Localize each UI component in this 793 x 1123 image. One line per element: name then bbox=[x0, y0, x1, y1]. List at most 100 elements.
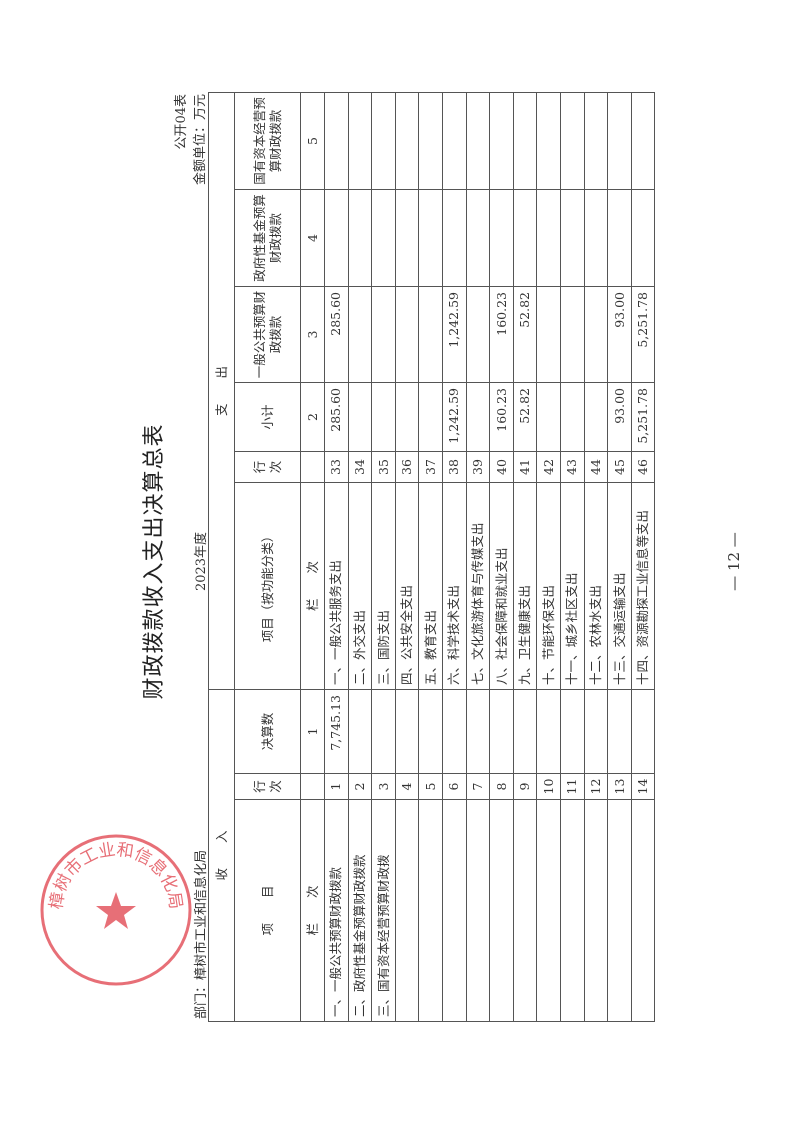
general-budget-amount bbox=[560, 286, 585, 383]
col-income-item: 项 目 bbox=[234, 799, 301, 1022]
income-amount bbox=[489, 689, 514, 774]
column-index-4: 4 bbox=[300, 189, 325, 287]
gov-fund-amount bbox=[395, 189, 419, 287]
income-amount bbox=[395, 689, 419, 774]
expense-section-header: 支 出 bbox=[208, 92, 235, 690]
income-item: 三、国有资本经营预算财政拨 bbox=[371, 799, 396, 1022]
income-row-no: 11 bbox=[560, 773, 585, 800]
expense-item: 十三、交通运输支出 bbox=[607, 482, 632, 690]
gov-fund-amount bbox=[584, 189, 608, 287]
income-amount bbox=[536, 689, 561, 774]
income-item bbox=[631, 799, 655, 1022]
state-capital-amount bbox=[607, 92, 632, 190]
amount-unit: 金额单位：万元 bbox=[193, 94, 208, 186]
income-amount bbox=[348, 689, 372, 774]
income-item bbox=[418, 799, 443, 1022]
state-capital-amount bbox=[348, 92, 372, 190]
col-general-budget: 一般公共预算财政拨款 bbox=[234, 286, 301, 383]
general-budget-amount: 93.00 bbox=[607, 286, 632, 383]
expense-row-no: 41 bbox=[513, 451, 537, 483]
expense-item: 十一、城乡社区支出 bbox=[560, 482, 585, 690]
income-row-no: 12 bbox=[584, 773, 608, 800]
expense-row-no: 35 bbox=[371, 451, 396, 483]
expense-item: 六、科学技术支出 bbox=[442, 482, 467, 690]
income-amount bbox=[466, 689, 490, 774]
col-expense-item: 项目（按功能分类） bbox=[234, 482, 301, 690]
income-row-no: 1 bbox=[324, 773, 349, 800]
general-budget-amount bbox=[418, 286, 443, 383]
column-index-5: 5 bbox=[300, 92, 325, 190]
expense-row-no: 36 bbox=[395, 451, 419, 483]
subtotal bbox=[395, 382, 419, 452]
general-budget-amount: 5,251.78 bbox=[631, 286, 655, 383]
table-row: 5 五、教育支出 37 bbox=[418, 92, 443, 1022]
subtotal: 5,251.78 bbox=[631, 382, 655, 452]
expense-row-no: 43 bbox=[560, 451, 585, 483]
income-item bbox=[489, 799, 514, 1022]
table-row: 8 八、社会保障和就业支出 40 160.23 160.23 bbox=[489, 92, 514, 1022]
income-item: 二、政府性基金预算财政拨款 bbox=[348, 799, 372, 1022]
income-item bbox=[560, 799, 585, 1022]
column-index-1: 1 bbox=[300, 689, 325, 774]
subtotal: 93.00 bbox=[607, 382, 632, 452]
subtotal bbox=[560, 382, 585, 452]
income-section-header: 收 入 bbox=[208, 689, 235, 1022]
income-item bbox=[395, 799, 419, 1022]
general-budget-amount: 285.60 bbox=[324, 286, 349, 383]
official-seal: 樟树市工业和信息化局 bbox=[40, 834, 192, 986]
gov-fund-amount bbox=[536, 189, 561, 287]
general-budget-amount bbox=[348, 286, 372, 383]
table-row: 13 十三、交通运输支出 45 93.00 93.00 bbox=[607, 92, 632, 1022]
income-row-no: 13 bbox=[607, 773, 632, 800]
income-item bbox=[584, 799, 608, 1022]
income-item bbox=[607, 799, 632, 1022]
income-row-no: 9 bbox=[513, 773, 537, 800]
gov-fund-amount bbox=[466, 189, 490, 287]
expense-row-no: 38 bbox=[442, 451, 467, 483]
table-row: 12 十二、农林水支出 44 bbox=[584, 92, 608, 1022]
department: 部门：樟树市工业和信息化局 bbox=[194, 849, 209, 1019]
col-expense-row-no: 行次 bbox=[234, 451, 301, 483]
gov-fund-amount bbox=[631, 189, 655, 287]
state-capital-amount bbox=[371, 92, 396, 190]
state-capital-amount bbox=[536, 92, 561, 190]
col-state-capital: 国有资本经营预算财政拨款 bbox=[234, 92, 301, 190]
budget-summary-table: 收 入 支 出 项 目 行次 决算数 项目（按功能分类） 行次 小计 一般公共预… bbox=[208, 92, 655, 1022]
gov-fund-amount bbox=[560, 189, 585, 287]
state-capital-amount bbox=[395, 92, 419, 190]
table-row: 10 十、节能环保支出 42 bbox=[536, 92, 561, 1022]
income-item bbox=[513, 799, 537, 1022]
table-row: 7 七、文化旅游体育与传媒支出 39 bbox=[466, 92, 490, 1022]
income-amount bbox=[607, 689, 632, 774]
expense-item: 五、教育支出 bbox=[418, 482, 443, 690]
expense-row-no: 37 bbox=[418, 451, 443, 483]
general-budget-amount bbox=[584, 286, 608, 383]
table-row: 14 十四、资源勘探工业信息等支出 46 5,251.78 5,251.78 bbox=[631, 92, 655, 1022]
document-title: 财政拨款收入支出决算总表 bbox=[142, 423, 167, 700]
expense-item: 九、卫生健康支出 bbox=[513, 482, 537, 690]
subtotal bbox=[536, 382, 561, 452]
general-budget-amount: 52.82 bbox=[513, 286, 537, 383]
income-row-no: 7 bbox=[466, 773, 490, 800]
star-icon bbox=[96, 892, 136, 929]
expense-row-no: 46 bbox=[631, 451, 655, 483]
income-amount bbox=[631, 689, 655, 774]
state-capital-amount bbox=[631, 92, 655, 190]
col-income-row-no: 行次 bbox=[234, 773, 301, 800]
column-index-label: 栏 次 bbox=[300, 799, 325, 1022]
col-income-amount: 决算数 bbox=[234, 689, 301, 774]
income-row-no: 10 bbox=[536, 773, 561, 800]
expense-item: 八、社会保障和就业支出 bbox=[489, 482, 514, 690]
subtotal: 285.60 bbox=[324, 382, 349, 452]
gov-fund-amount bbox=[348, 189, 372, 287]
expense-row-no: 44 bbox=[584, 451, 608, 483]
gov-fund-amount bbox=[489, 189, 514, 287]
column-index-2: 2 bbox=[300, 382, 325, 452]
subtotal: 1,242.59 bbox=[442, 382, 467, 452]
income-row-no: 6 bbox=[442, 773, 467, 800]
state-capital-amount bbox=[560, 92, 585, 190]
column-index-label: 栏 次 bbox=[300, 482, 325, 690]
expense-item: 十、节能环保支出 bbox=[536, 482, 561, 690]
expense-row-no: 39 bbox=[466, 451, 490, 483]
